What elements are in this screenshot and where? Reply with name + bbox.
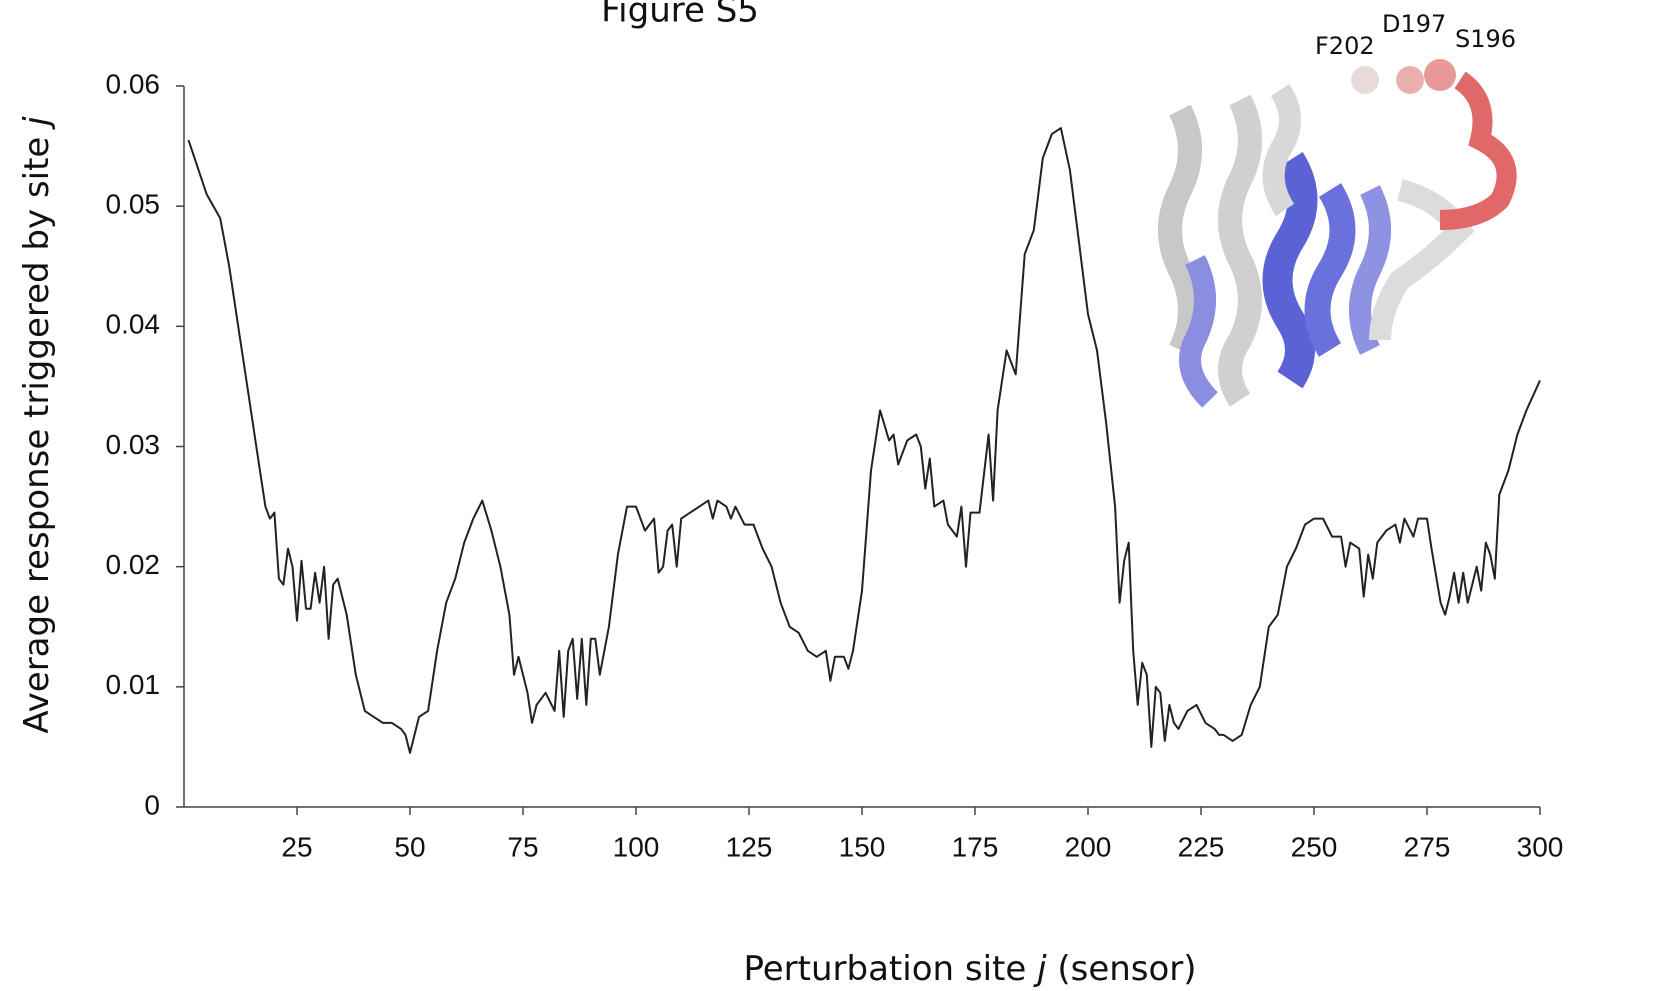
residue — [1396, 66, 1424, 94]
helix — [1158, 104, 1202, 356]
y-tick-label: 0.06 — [106, 68, 161, 99]
helix — [1439, 71, 1517, 230]
helix — [1349, 185, 1391, 355]
y-axis-title: Average response triggered by site j — [17, 116, 57, 734]
x-tick-label: 150 — [839, 831, 886, 862]
y-tick-label: 0.02 — [106, 549, 161, 580]
annotation: F202 — [1315, 32, 1375, 60]
data-line — [187, 127, 1541, 754]
residue — [1351, 66, 1379, 94]
x-tick-label: 175 — [952, 831, 999, 862]
helix — [1262, 83, 1301, 217]
x-tick-label: 75 — [507, 831, 538, 862]
helix — [1262, 152, 1318, 389]
x-tick-label: 200 — [1065, 831, 1112, 862]
y-tick-label: 0.01 — [106, 669, 161, 700]
helix — [1218, 94, 1262, 407]
y-axis-title-part: Average response triggered by site — [17, 126, 57, 734]
x-axis-title: Perturbation site j (sensor) — [743, 949, 1196, 989]
annotation: S196 — [1455, 25, 1516, 53]
helix — [1179, 255, 1219, 408]
x-axis-title-part: (sensor) — [1047, 949, 1197, 989]
protein-inset — [1158, 59, 1517, 408]
x-tick-label: 25 — [281, 831, 312, 862]
x-tick-label: 300 — [1517, 831, 1564, 862]
chart-title: Figure S5 — [601, 0, 759, 31]
helix — [1369, 179, 1475, 341]
x-tick-label: 50 — [394, 831, 425, 862]
helix — [1304, 183, 1356, 357]
y-tick-label: 0.03 — [106, 429, 161, 460]
x-tick-label: 100 — [613, 831, 660, 862]
y-axis-title-part: j — [17, 116, 57, 130]
residue — [1424, 59, 1456, 91]
x-tick-label: 250 — [1291, 831, 1338, 862]
y-tick-label: 0 — [144, 789, 160, 820]
x-axis-title-part: j — [1033, 949, 1047, 989]
annotation: D197 — [1382, 10, 1446, 38]
y-tick-label: 0.05 — [106, 189, 161, 220]
x-tick-label: 125 — [726, 831, 773, 862]
x-tick-label: 275 — [1404, 831, 1451, 862]
y-tick-label: 0.04 — [106, 309, 161, 340]
x-tick-label: 225 — [1178, 831, 1225, 862]
x-axis-title-part: Perturbation site — [743, 949, 1037, 989]
